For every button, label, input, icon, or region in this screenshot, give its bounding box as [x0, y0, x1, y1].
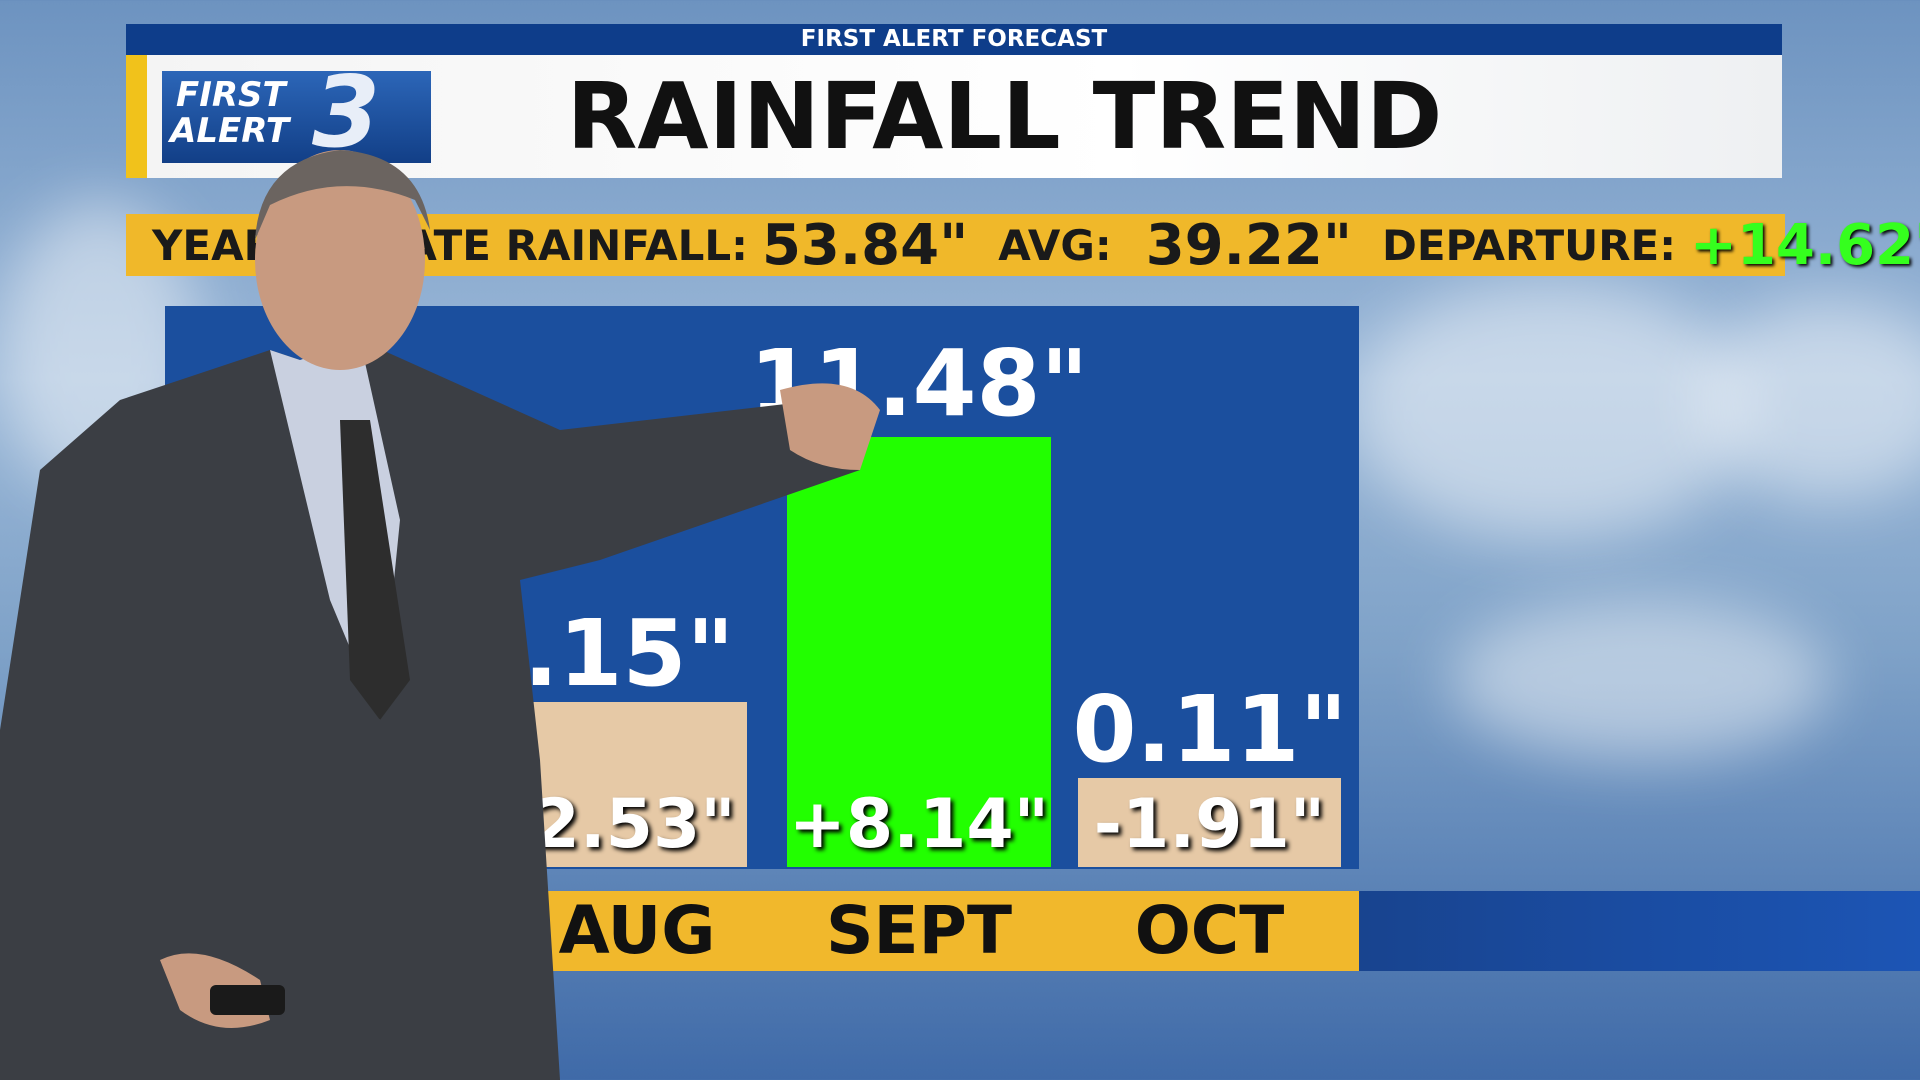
total-label: 0.11"	[1072, 676, 1348, 783]
stat-value: 39.22"	[1145, 212, 1352, 278]
suit	[0, 340, 860, 1080]
bar	[787, 437, 1051, 867]
stat-value: +14.62"	[1690, 212, 1920, 278]
stat-label: DEPARTURE:	[1382, 220, 1677, 270]
logo: FIRST ALERT 3	[162, 63, 431, 163]
departure-label: -1.91"	[1093, 785, 1326, 864]
stat-value: 53.84"	[761, 212, 969, 278]
departure-label: +8.14"	[788, 785, 1050, 864]
month-label: SEPT	[825, 892, 1012, 969]
month-label: AUG	[558, 892, 716, 969]
stat-label: YEAR TO DATE RAINFALL:	[152, 220, 748, 270]
month-label: OCT	[1134, 892, 1285, 969]
logo-text: FIRST	[176, 75, 286, 115]
bar	[1078, 778, 1341, 867]
title: RAINFALL TREND	[566, 63, 1443, 170]
logo-number: 3	[312, 56, 381, 170]
cloud	[1450, 600, 1830, 760]
hair	[255, 150, 430, 240]
bar	[527, 702, 747, 867]
banner: FIRST ALERT FORECAST	[126, 24, 1782, 55]
accent-strip	[126, 55, 147, 178]
head	[255, 150, 425, 370]
cloud	[1700, 300, 1920, 500]
clicker	[210, 985, 285, 1015]
logo-text: ALERT	[170, 111, 290, 151]
tie	[340, 420, 410, 720]
cloud	[1350, 280, 1750, 540]
stat-label: AVG:	[998, 220, 1112, 270]
hand	[780, 383, 880, 470]
